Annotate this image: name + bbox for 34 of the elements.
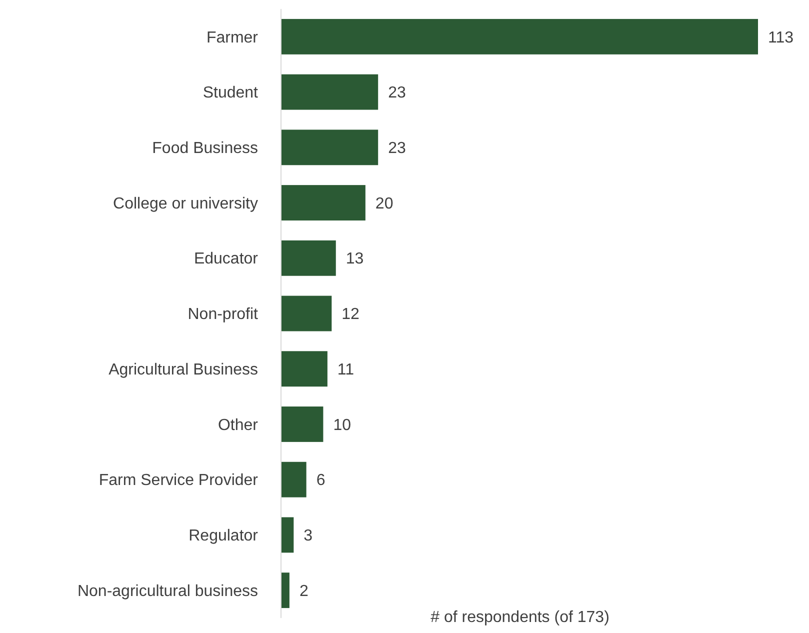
data-label: 2 (299, 582, 308, 600)
y-tick-label: College or university (113, 195, 258, 212)
y-tick-label: Other (218, 416, 259, 434)
bar (281, 351, 328, 387)
y-tick-label: Educator (194, 250, 259, 268)
data-label: 20 (375, 195, 394, 212)
data-label: 6 (316, 472, 326, 490)
data-label: 12 (342, 306, 360, 324)
y-tick-label: Non-profit (188, 306, 259, 324)
data-label: 23 (388, 84, 406, 102)
bar (281, 130, 378, 166)
data-label: 10 (333, 416, 352, 434)
bar (281, 18, 758, 54)
bar (281, 462, 306, 498)
bar (281, 185, 366, 220)
y-tick-label: Student (202, 84, 259, 102)
y-tick-label: Non-agricultural business (77, 582, 258, 600)
bar (281, 572, 290, 608)
bar (281, 74, 378, 110)
data-label: 3 (304, 528, 313, 545)
data-label: 113 (768, 29, 794, 46)
bar (281, 296, 332, 332)
y-tick-label: Farmer (206, 29, 259, 46)
data-label: 11 (337, 361, 354, 378)
y-tick-label: Agricultural Business (108, 361, 258, 378)
data-label: 13 (346, 250, 364, 268)
bar (281, 406, 324, 442)
y-tick-label: Food Business (152, 140, 258, 158)
x-axis-title: # of respondents (of 173) (430, 609, 610, 626)
bar (281, 517, 294, 553)
data-label: 23 (388, 140, 406, 158)
bar (281, 240, 336, 276)
y-tick-label: Farm Service Provider (98, 472, 259, 490)
y-tick-label: Regulator (188, 528, 259, 545)
